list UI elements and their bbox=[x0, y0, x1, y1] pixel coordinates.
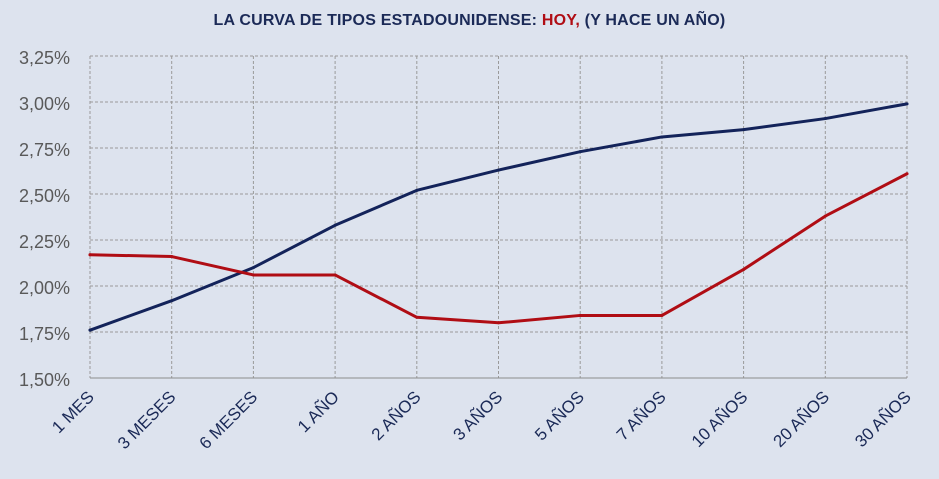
x-tick-label: 7 AÑOS bbox=[613, 387, 670, 444]
y-tick-label: 1,75% bbox=[19, 324, 70, 344]
series-2-point bbox=[497, 321, 500, 325]
series-2-point bbox=[251, 273, 255, 277]
series-2-point bbox=[333, 273, 337, 277]
series-1-point bbox=[660, 135, 664, 139]
series-1-point bbox=[251, 266, 255, 270]
series-2-point bbox=[578, 313, 582, 317]
series-1-point bbox=[88, 328, 92, 332]
title-highlight: HOY, bbox=[541, 12, 581, 29]
x-tick-label: 10 AÑOS bbox=[688, 387, 752, 451]
y-tick-label: 2,50% bbox=[19, 186, 70, 206]
y-tick-label: 2,00% bbox=[19, 278, 70, 298]
y-tick-label: 1,50% bbox=[19, 370, 70, 390]
series-1-point bbox=[823, 117, 827, 121]
y-tick-label: 3,00% bbox=[19, 94, 70, 114]
series-2-point bbox=[742, 267, 746, 271]
x-tick-label: 30 AÑOS bbox=[851, 387, 915, 451]
chart-title: LA CURVA DE TIPOS ESTADOUNIDENSE: HOY, (… bbox=[0, 12, 939, 30]
series-2-point bbox=[88, 253, 92, 257]
series-2-point bbox=[660, 313, 664, 317]
series-1-point bbox=[333, 223, 337, 227]
y-tick-label: 2,25% bbox=[19, 232, 70, 252]
series-2-point bbox=[170, 255, 174, 259]
x-tick-label: 1 MES bbox=[48, 387, 98, 437]
series-1-point bbox=[170, 299, 174, 303]
title-prefix: LA CURVA DE TIPOS ESTADOUNIDENSE: bbox=[213, 12, 542, 29]
x-tick-label: 1 AÑO bbox=[294, 387, 343, 436]
title-suffix: (Y HACE UN AÑO) bbox=[580, 12, 726, 29]
series-1-point bbox=[415, 188, 419, 192]
series-2-point bbox=[415, 315, 419, 319]
series-1-point bbox=[905, 102, 909, 106]
x-tick-label: 5 AÑOS bbox=[531, 387, 588, 444]
series-2-point bbox=[905, 172, 909, 176]
x-tick-label: 2 AÑOS bbox=[368, 387, 425, 444]
x-tick-label: 3 MESES bbox=[114, 387, 180, 453]
x-tick-label: 6 MESES bbox=[196, 387, 262, 453]
x-tick-label: 3 AÑOS bbox=[449, 387, 506, 444]
series-1-point bbox=[497, 168, 500, 172]
series-1-point bbox=[578, 150, 582, 154]
series-1-point bbox=[742, 128, 746, 132]
x-tick-label: 20 AÑOS bbox=[770, 387, 834, 451]
y-tick-label: 2,75% bbox=[19, 140, 70, 160]
y-tick-label: 3,25% bbox=[19, 48, 70, 68]
series-2-point bbox=[823, 214, 827, 218]
